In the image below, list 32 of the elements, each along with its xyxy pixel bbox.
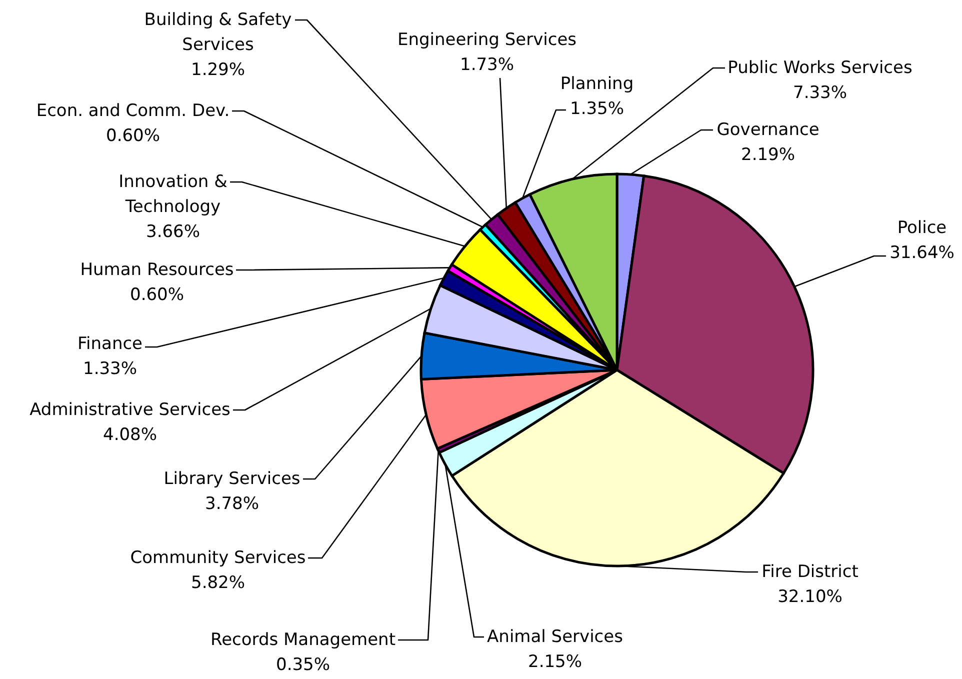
slice-label: Engineering Services <box>397 30 577 50</box>
data-label: 1.73% <box>460 55 514 75</box>
data-label: 32.10% <box>778 587 842 607</box>
data-label: 2.15% <box>528 652 582 672</box>
slice-label: Governance <box>716 120 820 140</box>
slice-label: Police <box>897 218 947 238</box>
slice-label: Human Resources <box>80 260 234 280</box>
slice-label: Records Management <box>210 630 396 650</box>
slice-label: Community Services <box>130 548 306 568</box>
data-label: 3.66% <box>146 222 200 242</box>
data-label: 4.08% <box>102 425 158 445</box>
data-label: 1.29% <box>190 60 246 80</box>
data-label: 0.35% <box>276 655 330 675</box>
data-label: 5.82% <box>190 573 246 593</box>
data-label: 2.19% <box>740 145 796 165</box>
data-label: 3.78% <box>204 494 260 514</box>
slice-label: Public Works Services <box>728 58 912 78</box>
slice-label: Administrative Services <box>30 400 231 420</box>
data-label: 1.33% <box>82 359 138 379</box>
data-label: 0.60% <box>130 285 184 305</box>
slice-label: Innovation & Technology <box>118 172 228 217</box>
slice-label: Animal Services <box>487 627 624 647</box>
data-label: 1.35% <box>570 99 624 119</box>
slice-label: Building & Safety Services <box>144 10 292 55</box>
data-label: 0.60% <box>106 126 160 146</box>
data-label: 7.33% <box>792 83 848 103</box>
slice-label: Finance <box>77 334 143 354</box>
slice-label: Library Services <box>164 469 300 489</box>
data-label: 31.64% <box>890 243 954 263</box>
slice-label: Planning <box>560 74 634 94</box>
slice-label: Econ. and Comm. Dev. <box>36 101 230 121</box>
slice-label: Fire District <box>762 562 859 582</box>
